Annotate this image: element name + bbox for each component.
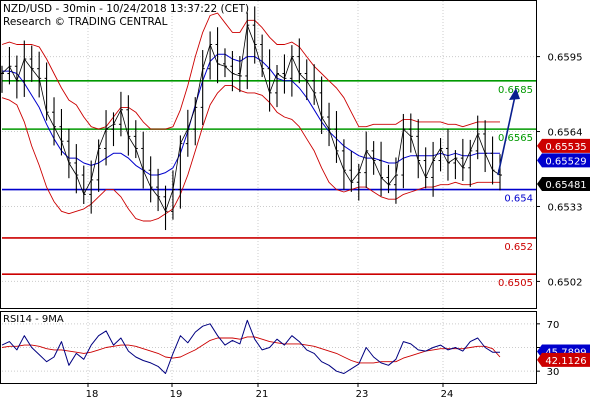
forecast-arrow-shaft bbox=[497, 95, 516, 176]
price-close-line bbox=[1, 24, 501, 212]
value-badge-box bbox=[537, 176, 590, 191]
x-tick-label: 23 bbox=[356, 389, 369, 400]
level-label: 0.652 bbox=[504, 242, 533, 253]
x-tick-label: 24 bbox=[441, 389, 454, 400]
rsi-tick-label: 70 bbox=[547, 320, 560, 331]
value-badge: 0.65535 bbox=[537, 138, 590, 153]
x-tick-label: 21 bbox=[256, 389, 269, 400]
level-label: 0.6505 bbox=[498, 278, 533, 289]
value-badge-label: 0.65481 bbox=[545, 180, 586, 191]
value-badge-box bbox=[537, 153, 590, 168]
level-label: 0.654 bbox=[504, 194, 533, 205]
value-badge-box bbox=[537, 138, 590, 153]
value-badge-box bbox=[537, 352, 590, 367]
value-badge-label: 42.1126 bbox=[545, 356, 586, 367]
x-tick-label: 18 bbox=[86, 389, 99, 400]
value-badge: 0.65481 bbox=[537, 176, 590, 191]
price-tick-label: 0.6564 bbox=[548, 128, 583, 139]
chart-header-title: NZD/USD - 30min - 10/24/2018 13:37:22 (C… bbox=[3, 3, 249, 15]
value-badge-label: 0.65535 bbox=[545, 142, 586, 153]
bollinger-lower-line bbox=[1, 85, 500, 222]
chart-header-source: Research © TRADING CENTRAL bbox=[3, 16, 168, 28]
rsi-line bbox=[1, 319, 500, 374]
rsi-ma-line bbox=[1, 336, 501, 364]
value-badge-label: 0.65529 bbox=[545, 156, 586, 167]
bollinger-upper-line bbox=[1, 12, 500, 130]
level-label: 0.6565 bbox=[498, 133, 533, 144]
price-tick-label: 0.6533 bbox=[548, 202, 583, 213]
value-badge: 0.65529 bbox=[537, 153, 590, 168]
price-panel-frame bbox=[0, 0, 537, 309]
price-tick-label: 0.6502 bbox=[548, 277, 583, 288]
rsi-tick-label: 30 bbox=[547, 367, 560, 378]
x-tick-label: 19 bbox=[170, 389, 183, 400]
value-badge: 42.1126 bbox=[537, 352, 590, 367]
forecast-arrow-head bbox=[509, 88, 520, 101]
rsi-title: RSI14 - 9MA bbox=[3, 314, 64, 325]
price-tick-label: 0.6595 bbox=[548, 53, 583, 64]
